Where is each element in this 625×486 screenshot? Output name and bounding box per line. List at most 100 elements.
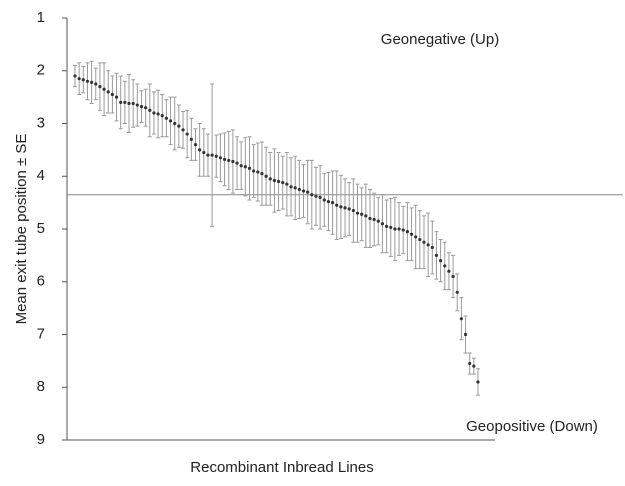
point (293, 186, 297, 190)
point (156, 112, 160, 116)
point (339, 205, 343, 209)
point (164, 116, 169, 120)
point (443, 264, 447, 268)
point (268, 177, 272, 181)
point (264, 174, 268, 178)
point (409, 232, 414, 236)
point (472, 364, 476, 368)
point (222, 157, 227, 161)
point (119, 100, 123, 104)
point (231, 159, 235, 164)
point (110, 92, 114, 97)
point (455, 290, 459, 294)
point (181, 128, 185, 132)
point (214, 154, 218, 158)
point (123, 100, 127, 104)
point (430, 245, 434, 250)
point (434, 253, 439, 257)
point (77, 77, 81, 81)
point (252, 169, 256, 173)
point (422, 240, 426, 244)
point (297, 187, 301, 192)
point (335, 203, 339, 207)
point (202, 150, 206, 155)
point (239, 164, 243, 168)
point (218, 156, 223, 160)
point (368, 216, 372, 221)
point (351, 208, 355, 213)
point (476, 380, 480, 384)
point (459, 317, 463, 321)
point (364, 214, 368, 218)
y-tick-label: 9 (37, 431, 45, 448)
point (380, 222, 385, 226)
y-tick-label: 8 (37, 378, 45, 395)
point (447, 269, 451, 273)
point (347, 207, 351, 211)
point (173, 121, 177, 126)
point (393, 227, 397, 231)
point (185, 132, 189, 136)
point (468, 361, 472, 366)
point (189, 137, 193, 141)
point (405, 230, 409, 234)
y-axis-label: Mean exit tube position ± SE (13, 134, 30, 325)
point (418, 237, 422, 242)
point (376, 219, 380, 223)
point (85, 79, 90, 83)
point (198, 148, 202, 152)
point (131, 101, 135, 106)
point (102, 87, 106, 91)
point (401, 228, 405, 232)
y-tick-label: 3 (37, 114, 45, 131)
point (256, 170, 260, 174)
point (281, 180, 285, 185)
point (127, 101, 131, 106)
point (397, 227, 401, 231)
annotation: Geopositive (Down) (466, 418, 598, 435)
point (414, 235, 418, 239)
point (326, 199, 331, 204)
point (94, 82, 98, 86)
point (439, 259, 443, 263)
point (152, 111, 156, 115)
x-axis-label: Recombinant Inbread Lines (190, 459, 373, 476)
point (285, 182, 289, 186)
point (243, 165, 247, 169)
point (90, 80, 94, 84)
point (272, 178, 277, 183)
point (355, 211, 360, 215)
y-tick-label: 6 (37, 273, 45, 290)
point (227, 158, 231, 163)
point (206, 153, 210, 157)
point (73, 74, 77, 78)
y-tick-label: 4 (37, 167, 45, 184)
point (301, 189, 306, 193)
point (168, 119, 173, 123)
point (372, 217, 376, 222)
point (426, 243, 430, 247)
point (322, 198, 326, 202)
annotation: Geonegative (Up) (381, 31, 499, 48)
point (310, 193, 314, 197)
point (210, 153, 214, 157)
point (463, 332, 468, 337)
y-tick-label: 7 (37, 325, 45, 342)
point (81, 78, 85, 82)
y-tick-label: 1 (37, 9, 45, 26)
point (247, 166, 252, 170)
point (451, 274, 455, 279)
point (135, 103, 139, 107)
point (177, 124, 181, 128)
point (98, 84, 102, 89)
point (260, 172, 264, 176)
point (314, 194, 318, 198)
point (276, 179, 281, 184)
point (330, 201, 335, 205)
point (235, 161, 239, 165)
point (148, 108, 152, 112)
point (160, 113, 164, 118)
point (384, 224, 389, 228)
point (389, 225, 393, 230)
